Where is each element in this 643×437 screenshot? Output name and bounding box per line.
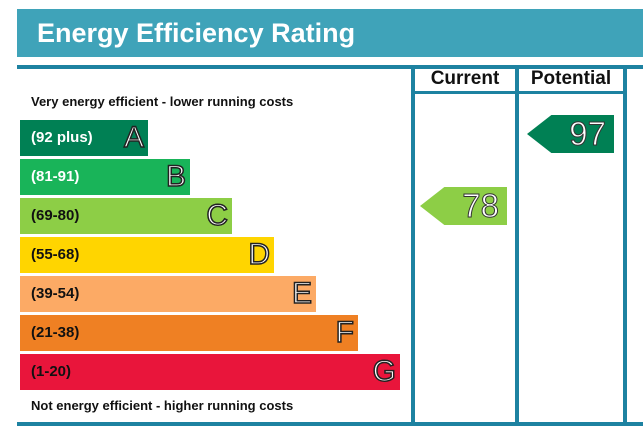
band-range: (81-91) — [31, 168, 80, 185]
current-header-underline — [411, 91, 519, 94]
band-range: (1-20) — [31, 363, 72, 380]
band-b: (81-91) B — [20, 159, 190, 195]
title-bar: Energy Efficiency Rating — [17, 9, 643, 57]
page-title: Energy Efficiency Rating — [37, 18, 356, 48]
band-range: (92 plus) — [31, 129, 93, 146]
band-range: (39-54) — [31, 285, 80, 302]
column-divider-potential-left — [515, 65, 519, 426]
band-letter: C — [206, 198, 229, 233]
current-rating-value: 78 — [462, 187, 500, 225]
potential-rating-value: 97 — [569, 115, 607, 153]
band-letter: E — [291, 276, 313, 311]
table-bottom-border — [17, 422, 643, 426]
potential-column-header: Potential — [530, 68, 612, 89]
current-rating-arrow: 78 — [420, 187, 507, 225]
column-divider-potential-right — [623, 65, 627, 426]
band-letter: A — [123, 120, 145, 155]
band-g: (1-20) G — [20, 354, 400, 390]
band-range: (55-68) — [31, 246, 80, 263]
band-range: (21-38) — [31, 324, 80, 341]
band-f: (21-38) F — [20, 315, 358, 351]
band-e: (39-54) E — [20, 276, 316, 312]
current-column-header: Current — [430, 68, 500, 89]
potential-header-underline — [515, 91, 627, 94]
column-divider-current-left — [411, 65, 415, 426]
inefficient-note: Not energy efficient - higher running co… — [31, 398, 294, 413]
band-c: (69-80) C — [20, 198, 232, 234]
table-top-border — [17, 65, 643, 69]
band-d: (55-68) D — [20, 237, 274, 273]
band-letter: B — [165, 159, 187, 194]
efficient-note: Very energy efficient - lower running co… — [31, 94, 294, 109]
band-a: (92 plus) A — [20, 120, 148, 156]
band-range: (69-80) — [31, 207, 80, 224]
band-letter: G — [372, 354, 397, 389]
potential-rating-arrow: 97 — [527, 115, 614, 153]
band-letter: F — [335, 315, 355, 350]
band-letter: D — [248, 237, 271, 272]
